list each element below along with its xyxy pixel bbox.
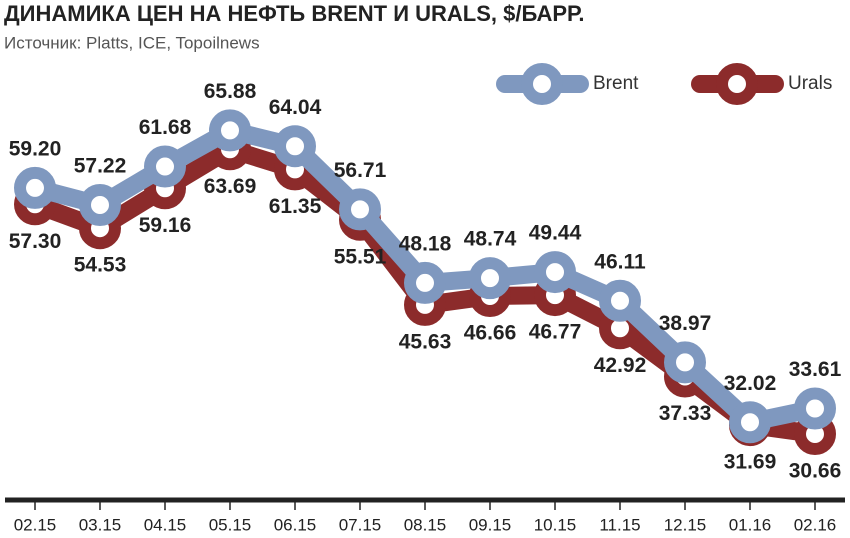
legend-label: Brent [593,73,639,94]
data-label: 48.74 [464,228,517,251]
x-tick-label: 09.15 [469,515,512,534]
x-tick-label: 03.15 [79,515,122,534]
x-tick-label: 10.15 [534,515,577,534]
data-label: 59.20 [9,137,62,160]
data-label: 46.11 [594,250,646,273]
data-label: 63.69 [204,175,257,198]
point [209,109,251,152]
legend-marker [716,63,758,105]
data-label: 61.68 [139,116,192,139]
x-tick-label: 04.15 [144,515,187,534]
point [664,341,706,384]
chart-subtitle: Источник: Platts, ICE, Topoilnews [4,33,260,52]
legend-label: Urals [788,73,832,94]
data-label: 57.22 [74,155,127,178]
data-label: 46.66 [464,322,517,345]
x-tick-label: 12.15 [664,515,707,534]
data-label: 32.02 [724,372,777,395]
data-label: 45.63 [399,330,452,353]
x-tick-label: 05.15 [209,515,252,534]
data-label: 57.30 [9,230,62,253]
point [534,251,576,294]
point [79,184,121,226]
data-label: 49.44 [529,222,582,245]
data-label: 59.16 [139,214,192,237]
x-tick-label: 11.15 [599,515,640,534]
point [14,166,56,209]
x-tick-label: 02.16 [794,515,837,534]
point [794,387,836,430]
point [469,257,511,300]
chart-title: ДИНАМИКА ЦЕН НА НЕФТЬ BRENT И URALS, $/Б… [4,1,585,26]
data-label: 38.97 [659,312,712,335]
x-tick-label: 08.15 [404,515,447,534]
legend-marker [521,63,563,105]
data-label: 48.18 [399,232,452,255]
data-label: 42.92 [594,354,647,377]
x-tick-label: 02.15 [14,515,57,534]
point [599,279,641,322]
point [404,261,446,304]
data-label: 33.61 [789,358,842,381]
point [339,188,381,231]
data-label: 56.71 [334,159,387,182]
data-label: 55.51 [334,245,387,268]
point [729,401,771,444]
data-label: 37.33 [659,402,712,425]
data-label: 46.77 [529,321,582,344]
x-tick-label: 06.15 [274,515,317,534]
data-label: 54.53 [74,254,127,277]
point [144,145,186,188]
data-label: 61.35 [269,195,322,218]
point [274,125,316,168]
data-label: 64.04 [269,96,322,119]
data-label: 31.69 [724,451,777,474]
data-label: 30.66 [789,460,842,483]
x-tick-label: 01.16 [729,515,772,534]
data-label: 65.88 [204,80,257,103]
x-tick-label: 07.15 [339,515,382,534]
